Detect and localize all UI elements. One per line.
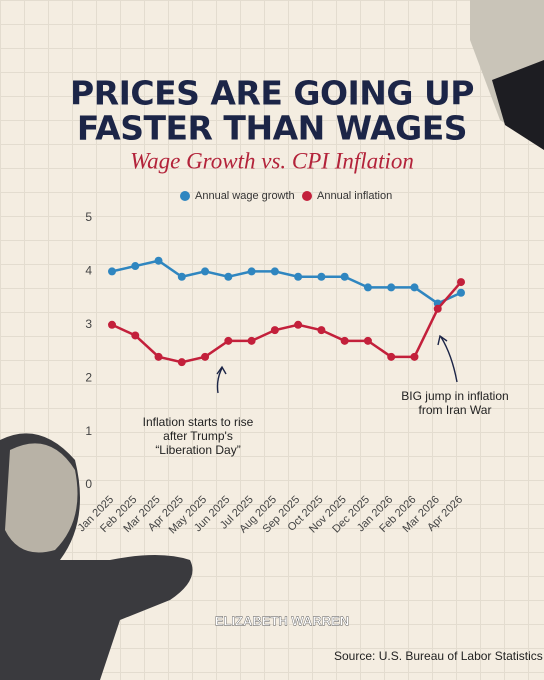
y-tick-label: 1 xyxy=(85,424,92,438)
source: Source: U.S. Bureau of Labor Statistics xyxy=(334,649,543,663)
face-illustration xyxy=(5,443,78,553)
data-point xyxy=(457,288,465,297)
arrow xyxy=(216,367,223,394)
data-point xyxy=(247,267,256,276)
annotation-arrows xyxy=(216,334,458,394)
data-point xyxy=(340,336,349,345)
chart-title: PRICES ARE GOING UP xyxy=(70,74,474,113)
y-tick-label: 5 xyxy=(85,210,92,224)
y-tick-label: 4 xyxy=(85,264,92,278)
data-point xyxy=(270,326,279,335)
arrowhead xyxy=(216,365,227,375)
data-point xyxy=(131,262,140,271)
data-point xyxy=(410,283,419,292)
legend-label: Annual inflation xyxy=(317,190,392,202)
annotation: after Trump's xyxy=(163,429,233,443)
legend-label: Annual wage growth xyxy=(195,190,295,202)
sleeve-illustration xyxy=(492,60,544,150)
legend-marker xyxy=(302,191,312,201)
data-point xyxy=(154,352,163,361)
data-point xyxy=(201,352,210,361)
arrow xyxy=(440,336,458,383)
data-point xyxy=(177,358,186,367)
data-point xyxy=(363,283,372,292)
annotation: Inflation starts to rise xyxy=(143,415,254,429)
watermark: ELIZABETH WARREN xyxy=(215,613,349,628)
annotation: BIG jump in inflation xyxy=(401,389,508,403)
data-point xyxy=(340,272,349,281)
data-point xyxy=(387,283,396,292)
data-point xyxy=(363,336,372,345)
data-point xyxy=(457,278,465,287)
annotation: “Liberation Day” xyxy=(155,443,240,457)
legend-marker xyxy=(180,191,190,201)
data-point xyxy=(247,336,256,345)
data-point xyxy=(433,304,442,313)
chart-title: FASTER THAN WAGES xyxy=(77,109,467,148)
data-point xyxy=(201,267,210,276)
series-line xyxy=(111,259,462,305)
arrowhead xyxy=(437,334,448,346)
data-point xyxy=(177,272,186,281)
data-point xyxy=(270,267,279,276)
y-tick-label: 0 xyxy=(85,477,92,491)
series-line xyxy=(111,281,462,364)
data-point xyxy=(410,352,419,361)
data-point xyxy=(294,320,303,329)
data-point xyxy=(108,320,116,329)
annotation: from Iran War xyxy=(419,403,492,417)
y-tick-label: 2 xyxy=(85,370,92,384)
data-point xyxy=(317,272,326,281)
y-tick-label: 3 xyxy=(85,317,92,331)
data-point xyxy=(108,267,116,276)
data-point xyxy=(224,336,233,345)
data-point xyxy=(154,256,163,265)
data-point xyxy=(131,331,140,340)
data-point xyxy=(317,326,326,335)
data-point xyxy=(387,352,396,361)
data-point xyxy=(294,272,303,281)
data-point xyxy=(224,272,233,281)
subtitle: Wage Growth vs. CPI Inflation xyxy=(130,148,414,173)
